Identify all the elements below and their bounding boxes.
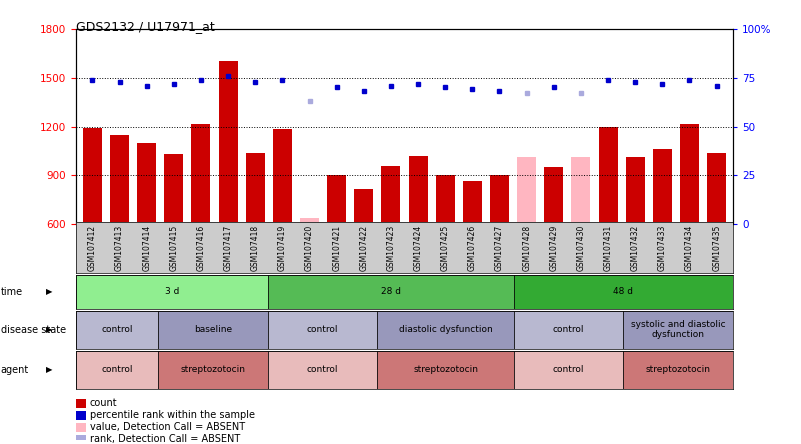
Bar xyxy=(268,311,377,349)
Bar xyxy=(463,181,482,224)
Bar xyxy=(76,423,87,432)
Bar xyxy=(110,135,129,224)
Bar xyxy=(623,311,733,349)
Bar xyxy=(514,275,733,309)
Text: GSM107426: GSM107426 xyxy=(468,225,477,271)
Text: GSM107435: GSM107435 xyxy=(712,225,721,271)
Bar xyxy=(707,153,727,224)
Bar xyxy=(571,158,590,224)
Bar xyxy=(191,124,211,224)
Text: 3 d: 3 d xyxy=(165,287,179,297)
Bar xyxy=(381,166,400,224)
Text: streptozotocin: streptozotocin xyxy=(413,365,478,374)
Text: ▶: ▶ xyxy=(46,325,53,334)
Bar xyxy=(517,158,536,224)
Text: GSM107427: GSM107427 xyxy=(495,225,504,271)
Text: GSM107422: GSM107422 xyxy=(360,225,368,271)
Text: count: count xyxy=(90,398,118,408)
Text: GSM107432: GSM107432 xyxy=(630,225,640,271)
Bar xyxy=(219,61,238,224)
Bar xyxy=(623,351,733,388)
Text: GDS2132 / U17971_at: GDS2132 / U17971_at xyxy=(76,20,215,33)
Bar xyxy=(598,127,618,224)
Bar xyxy=(377,351,514,388)
Bar xyxy=(514,311,623,349)
Bar xyxy=(246,153,264,224)
Text: rank, Detection Call = ABSENT: rank, Detection Call = ABSENT xyxy=(90,434,240,444)
Text: ▶: ▶ xyxy=(46,365,53,374)
Bar xyxy=(158,351,268,388)
Bar xyxy=(76,351,158,388)
Text: GSM107421: GSM107421 xyxy=(332,225,341,271)
Text: 48 d: 48 d xyxy=(614,287,634,297)
Bar xyxy=(76,411,87,420)
Bar xyxy=(268,351,377,388)
Bar xyxy=(545,167,563,224)
Text: value, Detection Call = ABSENT: value, Detection Call = ABSENT xyxy=(90,422,245,432)
Bar xyxy=(268,275,514,309)
Bar xyxy=(327,174,346,224)
Bar xyxy=(409,156,428,224)
Text: GSM107428: GSM107428 xyxy=(522,225,531,271)
Text: GSM107412: GSM107412 xyxy=(88,225,97,271)
Text: GSM107416: GSM107416 xyxy=(196,225,205,271)
Bar xyxy=(354,189,373,224)
Text: disease state: disease state xyxy=(1,325,66,335)
Text: GSM107420: GSM107420 xyxy=(305,225,314,271)
Text: control: control xyxy=(553,325,585,334)
Text: 28 d: 28 d xyxy=(380,287,400,297)
Bar xyxy=(514,351,623,388)
Bar xyxy=(626,158,645,224)
Text: control: control xyxy=(307,365,338,374)
Bar xyxy=(76,399,87,408)
Text: percentile rank within the sample: percentile rank within the sample xyxy=(90,410,255,420)
Text: GSM107423: GSM107423 xyxy=(386,225,396,271)
Text: GSM107414: GSM107414 xyxy=(142,225,151,271)
Text: GSM107429: GSM107429 xyxy=(549,225,558,271)
Text: GSM107417: GSM107417 xyxy=(223,225,232,271)
Bar xyxy=(137,143,156,224)
Text: GSM107418: GSM107418 xyxy=(251,225,260,271)
Text: GSM107433: GSM107433 xyxy=(658,225,667,271)
Text: control: control xyxy=(307,325,338,334)
Text: GSM107415: GSM107415 xyxy=(169,225,179,271)
Text: systolic and diastolic
dysfunction: systolic and diastolic dysfunction xyxy=(631,320,726,339)
Text: agent: agent xyxy=(1,365,29,375)
Text: control: control xyxy=(553,365,585,374)
Bar xyxy=(76,311,158,349)
Bar xyxy=(273,129,292,224)
Bar xyxy=(300,218,319,224)
Text: control: control xyxy=(102,325,133,334)
Text: GSM107424: GSM107424 xyxy=(413,225,423,271)
Text: GSM107425: GSM107425 xyxy=(441,225,449,271)
Text: GSM107419: GSM107419 xyxy=(278,225,287,271)
Bar xyxy=(164,154,183,224)
Text: GSM107434: GSM107434 xyxy=(685,225,694,271)
Bar xyxy=(436,175,455,224)
Text: streptozotocin: streptozotocin xyxy=(646,365,710,374)
Bar xyxy=(76,275,268,309)
Bar xyxy=(377,311,514,349)
Text: control: control xyxy=(102,365,133,374)
Bar xyxy=(490,174,509,224)
Bar xyxy=(76,435,87,444)
Text: time: time xyxy=(1,287,23,297)
Text: streptozotocin: streptozotocin xyxy=(180,365,245,374)
Bar xyxy=(653,149,672,224)
Bar xyxy=(83,128,102,224)
Text: GSM107413: GSM107413 xyxy=(115,225,124,271)
Bar xyxy=(158,311,268,349)
Text: ▶: ▶ xyxy=(46,287,53,297)
Text: GSM107431: GSM107431 xyxy=(604,225,613,271)
Text: diastolic dysfunction: diastolic dysfunction xyxy=(399,325,493,334)
Text: baseline: baseline xyxy=(194,325,232,334)
Text: GSM107430: GSM107430 xyxy=(577,225,586,271)
Bar xyxy=(680,124,699,224)
